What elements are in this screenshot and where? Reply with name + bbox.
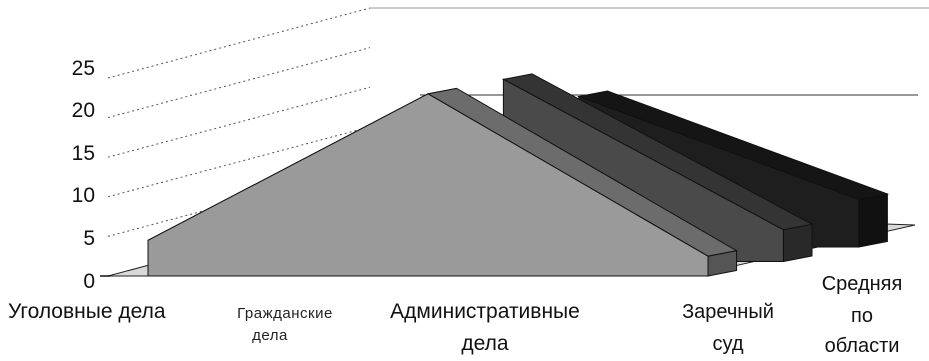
gridline <box>107 126 371 198</box>
data-point <box>707 255 709 257</box>
x-category-label: Гражданские <box>237 305 333 322</box>
data-point <box>782 229 785 231</box>
x-category-label: дела <box>252 327 288 344</box>
gridline <box>107 47 371 119</box>
series-label: суд <box>712 333 743 355</box>
series-areas <box>147 73 890 277</box>
area-end-face <box>858 193 888 248</box>
data-point <box>578 95 580 98</box>
x-category-label: дела <box>461 332 508 355</box>
x-category-label: Административные <box>390 300 580 323</box>
area-front-face <box>147 93 709 277</box>
y-tick-label: 15 <box>72 142 95 165</box>
x-category-label: Уголовные дела <box>8 300 166 323</box>
area-end-face <box>782 223 813 263</box>
series-label: Средняя <box>822 273 903 295</box>
series-label: области <box>825 335 900 357</box>
series-label: Заречный <box>682 301 774 323</box>
series-ribbon <box>147 87 739 277</box>
gridline <box>107 7 371 79</box>
series-label: по <box>851 305 873 327</box>
data-point <box>427 93 429 95</box>
y-tick-label: 10 <box>72 184 95 207</box>
y-tick-label: 25 <box>72 57 95 80</box>
y-tick-label: 5 <box>83 227 95 250</box>
gridline <box>107 86 371 158</box>
y-tick-label: 0 <box>83 270 95 293</box>
y-tick-label: 20 <box>72 99 95 122</box>
data-point <box>858 198 860 201</box>
data-point <box>147 239 149 241</box>
data-point <box>502 78 504 80</box>
